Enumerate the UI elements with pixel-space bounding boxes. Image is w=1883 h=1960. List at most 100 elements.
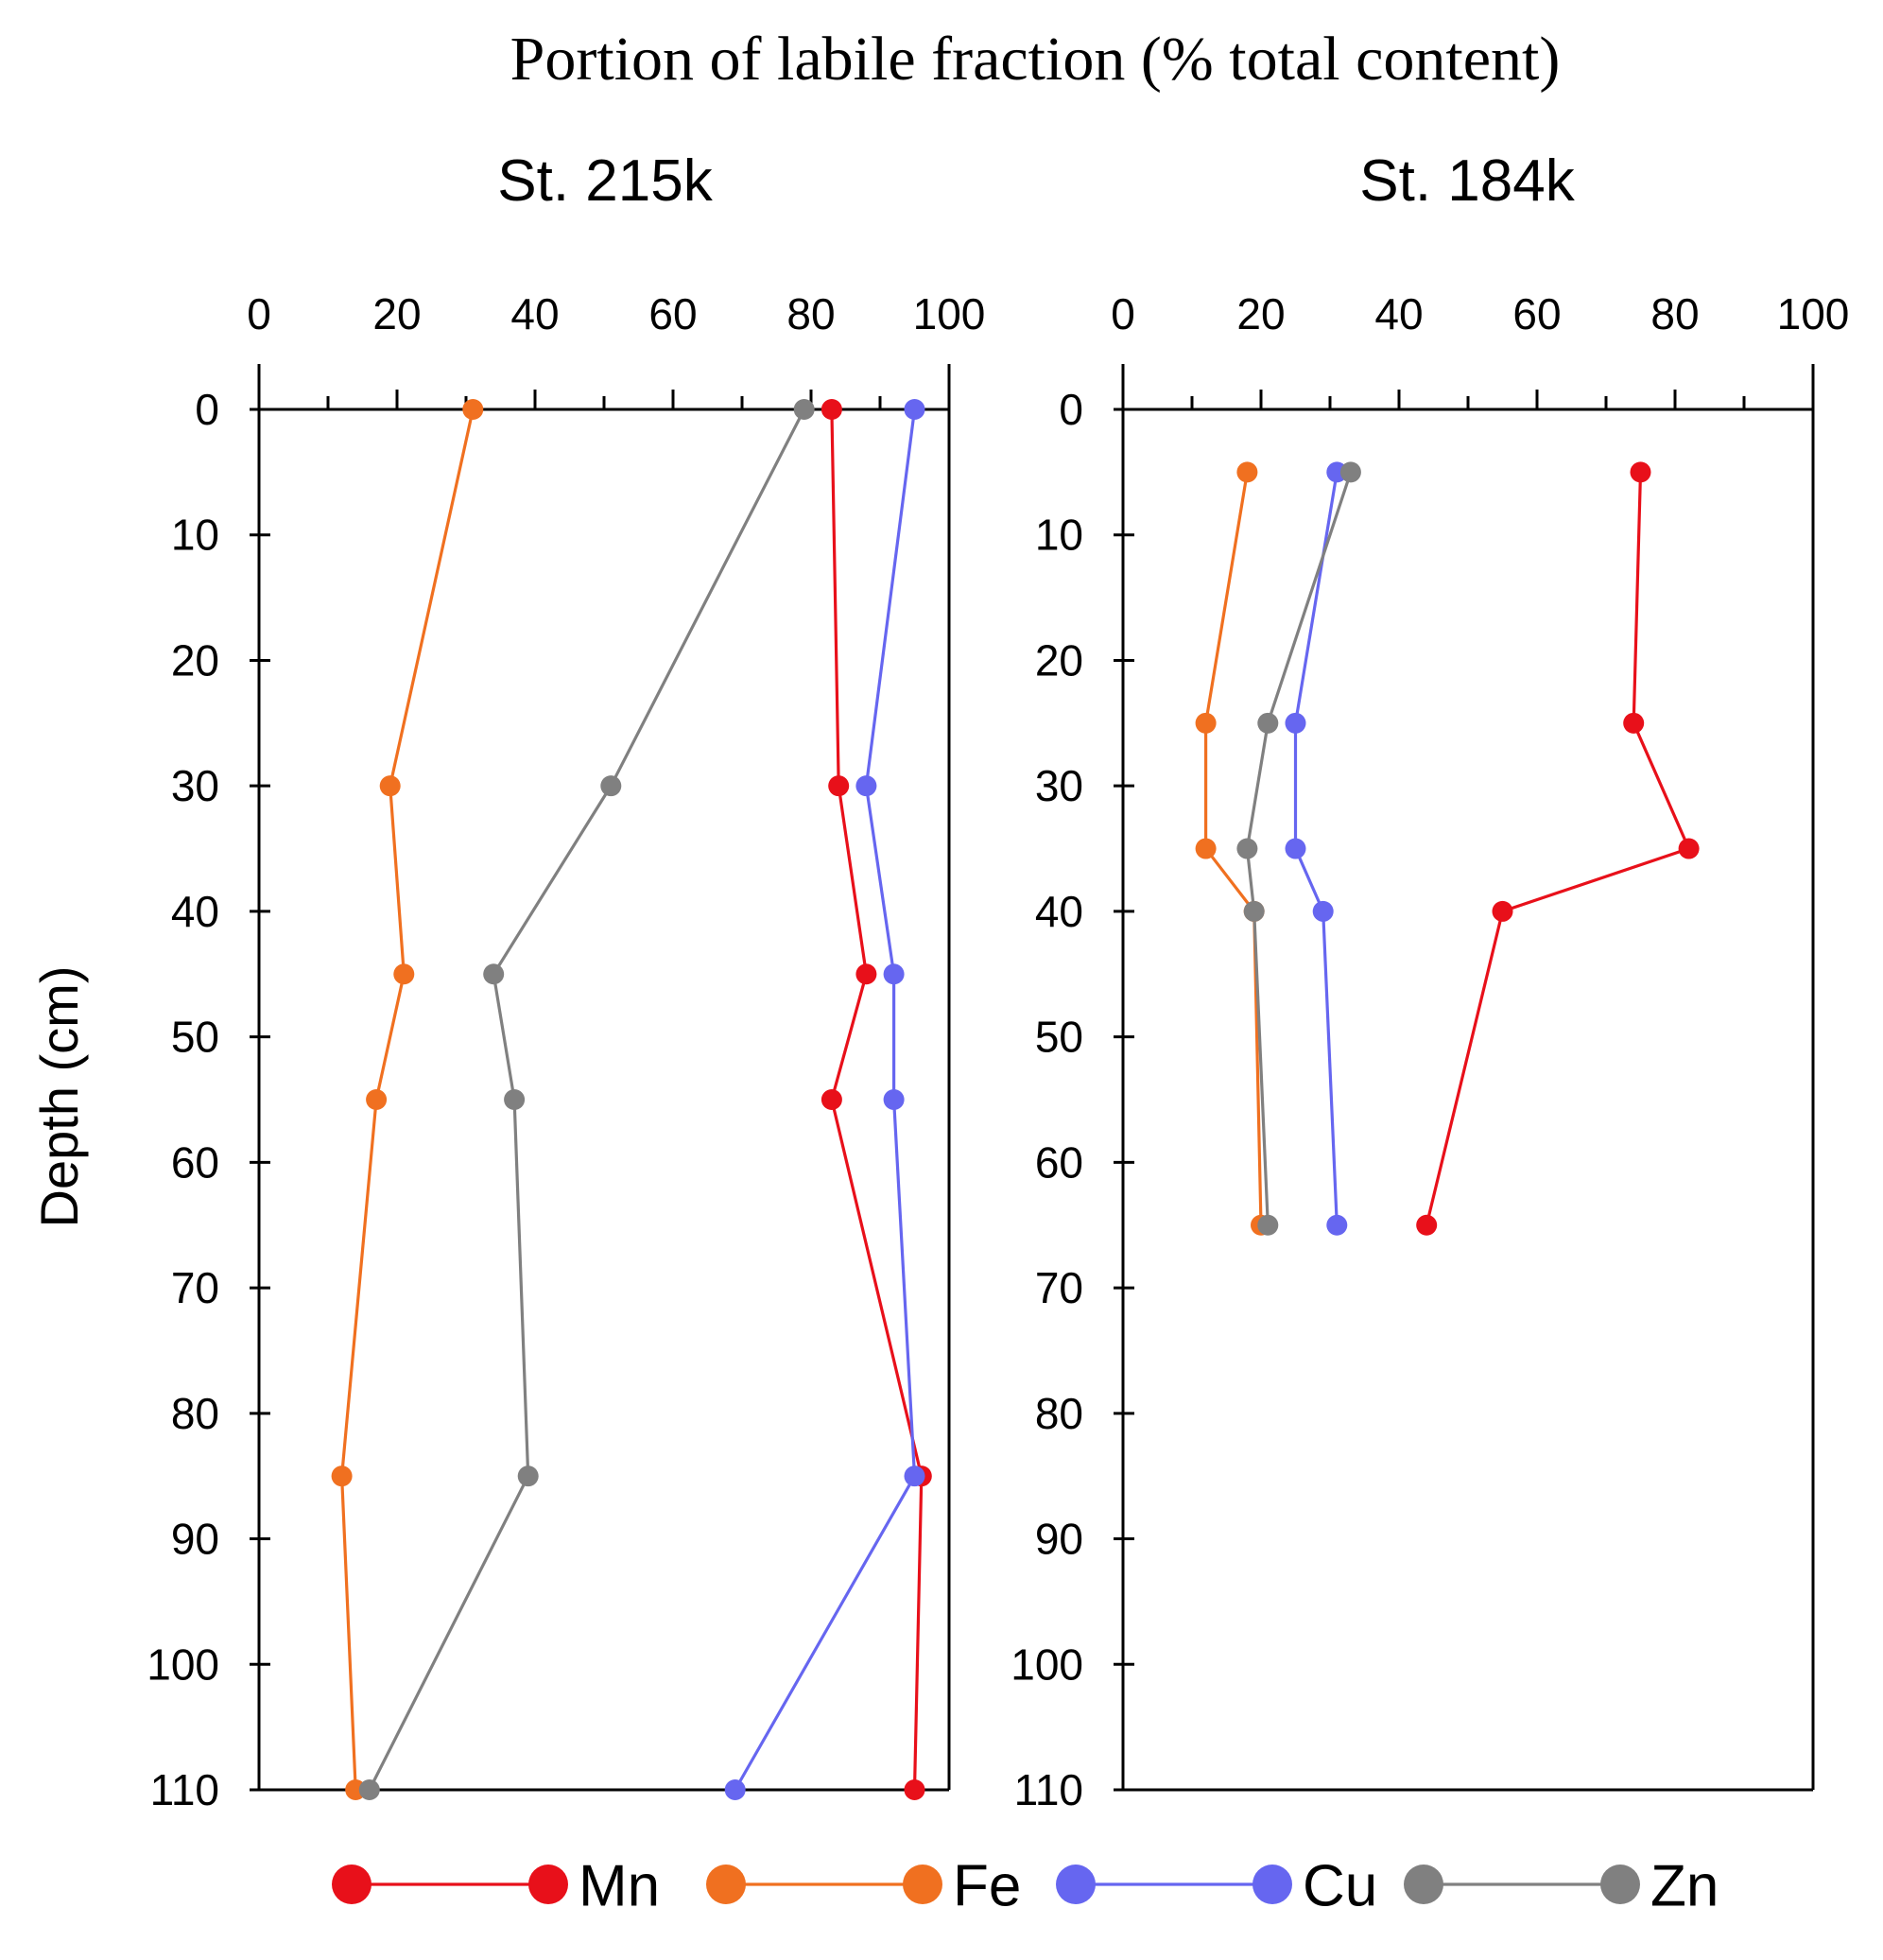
data-point-cu bbox=[855, 775, 877, 797]
data-point-zn bbox=[483, 963, 505, 985]
y-tick-label: 20 bbox=[171, 635, 219, 685]
y-tick-label: 80 bbox=[171, 1389, 219, 1438]
x-tick-label: 60 bbox=[648, 289, 697, 338]
legend-label: Cu bbox=[1303, 1854, 1377, 1919]
legend-marker bbox=[528, 1865, 568, 1904]
data-point-fe bbox=[366, 1089, 388, 1110]
data-point-cu bbox=[1326, 1214, 1348, 1236]
data-point-mn bbox=[1630, 461, 1651, 483]
legend-label: Fe bbox=[953, 1854, 1021, 1919]
data-point-mn bbox=[1623, 712, 1645, 734]
legend-label: Mn bbox=[579, 1854, 660, 1919]
data-point-cu bbox=[724, 1779, 746, 1800]
legend-item-fe: Fe bbox=[706, 1854, 1021, 1919]
y-tick-label: 40 bbox=[1035, 887, 1083, 936]
series-line-cu bbox=[734, 408, 917, 1791]
y-axis-label: Depth (cm) bbox=[29, 966, 89, 1228]
data-point-mn bbox=[855, 963, 877, 985]
x-tick-label: 60 bbox=[1512, 289, 1561, 338]
data-point-zn bbox=[600, 775, 622, 797]
legend: Mn Fe Cu Zn bbox=[332, 1854, 1719, 1919]
data-point-fe bbox=[331, 1466, 353, 1487]
x-tick-label: 0 bbox=[247, 289, 271, 338]
data-point-mn bbox=[828, 775, 850, 797]
data-point-cu bbox=[904, 1466, 925, 1487]
y-tick-label: 60 bbox=[1035, 1137, 1083, 1187]
y-tick-label: 80 bbox=[1035, 1389, 1083, 1438]
legend-item-cu: Cu bbox=[1056, 1854, 1377, 1919]
data-point-zn bbox=[1339, 461, 1361, 483]
data-point-fe bbox=[393, 963, 415, 985]
x-tick-label: 100 bbox=[1777, 289, 1850, 338]
legend-marker bbox=[706, 1865, 746, 1904]
legend-marker bbox=[1404, 1865, 1443, 1904]
data-point-fe bbox=[462, 399, 484, 420]
data-point-cu bbox=[1285, 838, 1306, 859]
data-point-cu bbox=[883, 963, 905, 985]
data-point-zn bbox=[1257, 712, 1279, 734]
x-tick-label: 80 bbox=[1650, 289, 1699, 338]
data-point-mn bbox=[904, 1779, 925, 1800]
legend-marker bbox=[903, 1865, 942, 1904]
data-point-zn bbox=[1243, 900, 1265, 922]
data-point-fe bbox=[1236, 461, 1258, 483]
legend-item-zn: Zn bbox=[1404, 1854, 1719, 1919]
data-point-mn bbox=[821, 399, 842, 420]
x-tick-label: 40 bbox=[510, 289, 559, 338]
y-tick-label: 90 bbox=[1035, 1515, 1083, 1564]
y-tick-label: 40 bbox=[171, 887, 219, 936]
x-tick-label: 80 bbox=[786, 289, 835, 338]
data-point-fe bbox=[1195, 712, 1217, 734]
y-tick-label: 50 bbox=[171, 1013, 219, 1062]
y-tick-label: 70 bbox=[171, 1263, 219, 1312]
series-line-mn bbox=[830, 408, 924, 1791]
legend-marker bbox=[1252, 1865, 1292, 1904]
figure-title: Portion of labile fraction (% total cont… bbox=[510, 25, 1561, 94]
legend-marker bbox=[332, 1865, 371, 1904]
data-point-cu bbox=[1312, 900, 1334, 922]
data-point-mn bbox=[1492, 900, 1513, 922]
data-point-mn bbox=[821, 1089, 842, 1110]
data-point-mn bbox=[1416, 1214, 1438, 1236]
data-point-cu bbox=[1285, 712, 1306, 734]
y-tick-label: 110 bbox=[150, 1765, 219, 1814]
data-point-mn bbox=[1678, 838, 1700, 859]
panel-title-st215k: St. 215k bbox=[497, 148, 713, 214]
data-point-cu bbox=[883, 1089, 905, 1110]
data-point-zn bbox=[793, 399, 815, 420]
data-point-zn bbox=[358, 1779, 380, 1800]
legend-label: Zn bbox=[1650, 1854, 1719, 1919]
y-tick-label: 10 bbox=[171, 511, 219, 560]
y-tick-label: 30 bbox=[171, 761, 219, 810]
series-line-mn bbox=[1425, 472, 1691, 1226]
x-tick-label: 20 bbox=[1236, 289, 1285, 338]
legend-item-mn: Mn bbox=[332, 1854, 660, 1919]
series-line-zn bbox=[368, 408, 806, 1791]
data-point-zn bbox=[504, 1089, 526, 1110]
y-tick-label: 50 bbox=[1035, 1013, 1083, 1062]
panel-st184k: St. 184k 0 20 40 60 80 100 0 10 20 30 40 50 60 70 80 90… bbox=[1011, 148, 1849, 1814]
data-point-fe bbox=[379, 775, 401, 797]
y-tick-label: 100 bbox=[147, 1639, 219, 1689]
y-tick-label: 70 bbox=[1035, 1263, 1083, 1312]
x-tick-label: 0 bbox=[1111, 289, 1135, 338]
data-point-fe bbox=[1195, 838, 1217, 859]
series-line-fe bbox=[340, 408, 475, 1791]
data-point-zn bbox=[1257, 1214, 1279, 1236]
panel-plot-st215k: 0 20 40 60 80 100 0 10 20 30 40 50 60 70 80 90 100 110 bbox=[147, 289, 985, 1814]
x-tick-label: 20 bbox=[372, 289, 421, 338]
y-tick-label: 30 bbox=[1035, 761, 1083, 810]
panel-plot-st184k: 0 20 40 60 80 100 0 10 20 30 40 50 60 70 80 90 100 110 bbox=[1011, 289, 1849, 1814]
y-tick-label: 10 bbox=[1035, 511, 1083, 560]
panel-st215k: St. 215k 0 20 40 60 80 100 0 10 20 30 40 50 60 70 80 90… bbox=[147, 148, 985, 1814]
y-tick-label: 60 bbox=[171, 1137, 219, 1187]
y-tick-label: 90 bbox=[171, 1515, 219, 1564]
x-tick-label: 40 bbox=[1374, 289, 1423, 338]
legend-marker bbox=[1056, 1865, 1096, 1904]
data-point-zn bbox=[517, 1466, 539, 1487]
y-tick-label: 100 bbox=[1011, 1639, 1083, 1689]
y-tick-label: 0 bbox=[195, 385, 219, 434]
panel-title-st184k: St. 184k bbox=[1359, 148, 1575, 214]
y-tick-label: 110 bbox=[1014, 1765, 1083, 1814]
